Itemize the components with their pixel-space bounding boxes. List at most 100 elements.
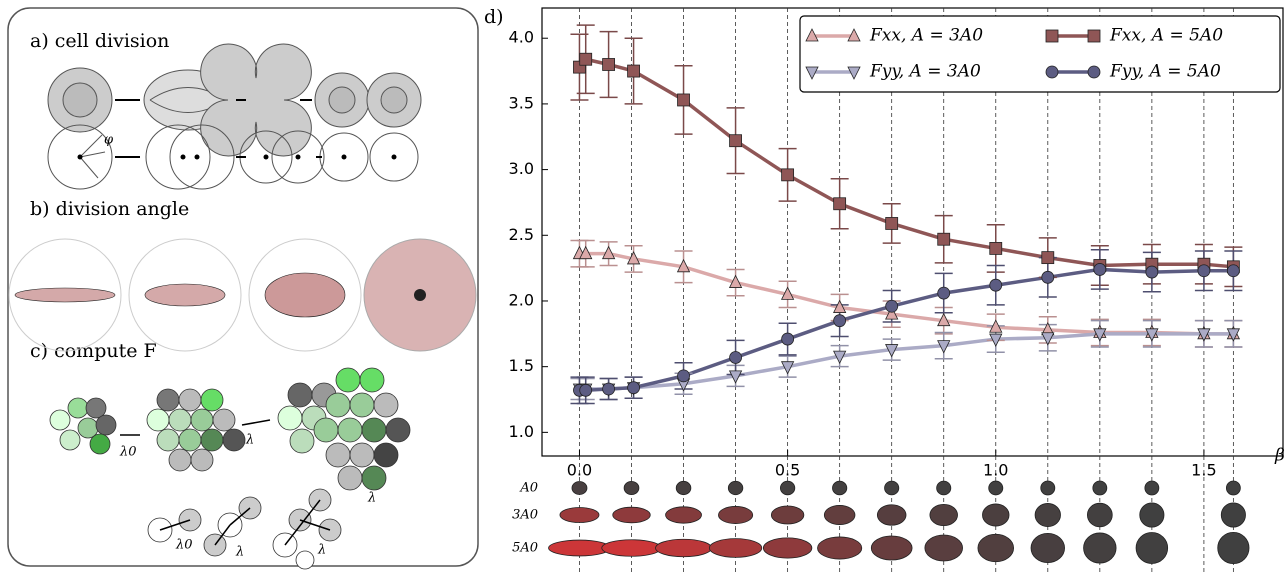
marker (602, 382, 616, 396)
x-tick-label: 1.0 (983, 461, 1008, 480)
lambda-label: λ (367, 491, 376, 506)
panel-label: a) cell division (30, 30, 169, 52)
cell-shape (1135, 532, 1169, 564)
plot-frame (541, 7, 1284, 457)
cell-shape (770, 505, 805, 525)
marker (833, 350, 847, 365)
marker (989, 333, 1003, 347)
row-label: 5A0 (512, 541, 538, 556)
marker (989, 319, 1003, 333)
cell-shape (612, 506, 651, 524)
cell-shape (665, 506, 702, 524)
cell-shape (982, 503, 1010, 527)
marker (579, 245, 593, 260)
series-line (579, 267, 1234, 393)
y-tick-label: 3.0 (509, 159, 534, 178)
legend-marker (805, 66, 819, 80)
marker (728, 370, 743, 384)
marker (780, 361, 795, 375)
legend-marker (1087, 29, 1101, 43)
lambda0-label: λ0 (175, 538, 193, 553)
y-tick-label: 4.0 (509, 28, 534, 47)
legend-marker (1087, 65, 1101, 79)
division-angle-diagram (8, 238, 477, 352)
cell-shape (977, 533, 1015, 563)
marker (937, 312, 951, 327)
cell-shape (1139, 502, 1165, 528)
cell-shape (1144, 480, 1160, 496)
marker (937, 286, 951, 300)
cell-shape (601, 539, 662, 557)
cell-shape (718, 506, 754, 524)
marker (1145, 328, 1159, 342)
cell-shape (548, 539, 611, 557)
marker (780, 286, 795, 300)
cell-shape (571, 481, 588, 495)
row-label: 3A0 (512, 508, 538, 523)
marker (728, 274, 743, 288)
lambda-label: λ (235, 545, 244, 560)
y-tick-label: 2.5 (509, 225, 534, 244)
cell-shape (832, 480, 848, 496)
marker (1041, 251, 1055, 265)
marker (579, 383, 593, 397)
legend-label: Fyy, A = 5A0 (1109, 62, 1221, 82)
cell-shape (727, 480, 744, 496)
cell-shape (929, 503, 958, 527)
x-axis-label: β (1274, 446, 1285, 466)
cell-shape (655, 538, 712, 558)
legend-marker (1045, 29, 1059, 43)
row-label: A0 (519, 481, 538, 496)
marker (627, 64, 640, 78)
legend-marker (847, 28, 861, 42)
cell-shape (1225, 480, 1241, 496)
cell-shape (780, 480, 796, 496)
marker (602, 58, 616, 71)
cell-shape (936, 480, 952, 496)
marker (781, 168, 795, 182)
cell-shape (870, 535, 913, 561)
y-tick-label: 1.5 (509, 356, 534, 375)
legend-frame (799, 15, 1281, 93)
panel-frame (7, 7, 479, 567)
cell-shape (988, 480, 1004, 496)
marker (627, 381, 640, 395)
cell-shape (1030, 533, 1065, 563)
marker (989, 242, 1003, 255)
marker (1226, 328, 1241, 342)
compute-f-diagram (49, 367, 411, 570)
marker (833, 299, 847, 313)
cell-shape (924, 534, 963, 562)
legend: Fxx, A = 3A0 Fyy, A = 3A0 Fxx, A = 5A0 Fyy,… (799, 15, 1281, 93)
x-tick-label: 0.5 (775, 461, 800, 480)
cell-shape (1040, 480, 1056, 496)
cell-shape (817, 536, 863, 560)
cell-shape (708, 538, 763, 558)
legend-marker (805, 28, 819, 42)
cell-shape (1217, 531, 1250, 565)
cell-shape (1083, 532, 1117, 564)
marker (579, 52, 593, 66)
cell-shape (884, 480, 900, 496)
marker (676, 258, 691, 273)
marker (1041, 270, 1055, 284)
marker (781, 332, 795, 346)
marker (937, 340, 951, 354)
marker (885, 217, 899, 230)
marker (1197, 328, 1211, 342)
cell-shape (559, 507, 600, 523)
cell-shape (876, 504, 907, 526)
panel-label: d) (484, 6, 504, 28)
y-tick-label: 2.0 (509, 290, 534, 309)
marker (1093, 328, 1107, 342)
legend-label: Fyy, A = 3A0 (869, 62, 981, 82)
legend-marker (847, 66, 861, 80)
marker (729, 351, 742, 364)
x-tick-label: 1.5 (1191, 461, 1216, 480)
legend-label: Fxx, A = 5A0 (1109, 26, 1223, 46)
marker (833, 314, 847, 328)
lambda-label: λ (317, 543, 326, 558)
cell-shape (823, 505, 856, 525)
marker (626, 251, 641, 265)
